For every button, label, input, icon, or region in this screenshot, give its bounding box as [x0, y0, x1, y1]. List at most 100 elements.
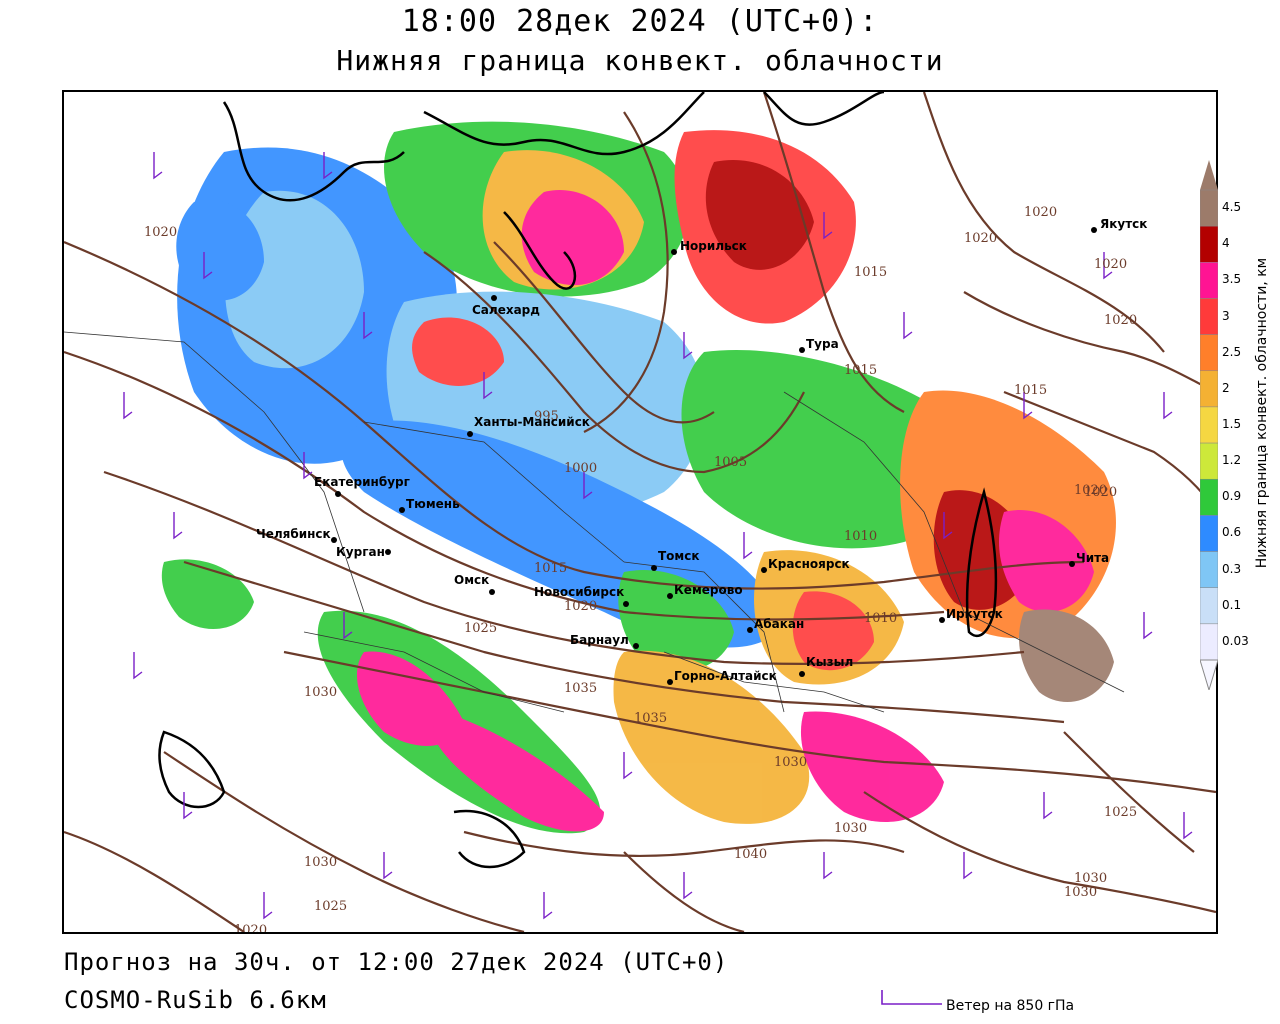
isobar-label: 1030 — [1064, 885, 1097, 900]
city-7: Челябинск — [256, 527, 337, 543]
legend-swatch — [1199, 298, 1219, 335]
wind-legend-label: Ветер на 850 гПа — [946, 998, 1075, 1014]
city-label: Горно-Алтайск — [674, 669, 777, 683]
city-15: Абакан — [747, 617, 804, 633]
city-dot — [799, 347, 805, 353]
legend-swatch — [1199, 370, 1219, 408]
city-18: Иркутск — [939, 607, 1003, 623]
isobar-label: 1015 — [854, 265, 887, 280]
city-label: Красноярск — [768, 557, 850, 571]
legend-swatch — [1199, 623, 1219, 661]
legend-tick: 1.2 — [1222, 453, 1242, 468]
legend-swatch — [1199, 225, 1219, 263]
isobar-label: 1030 — [774, 755, 807, 770]
legend-title: Нижняя граница конвект. облачности, км — [1252, 160, 1272, 690]
city-17: Горно-Алтайск — [667, 669, 777, 685]
city-19: Чита — [1069, 551, 1109, 567]
city-dot — [1091, 227, 1097, 233]
isobar-label: 1035 — [564, 681, 597, 696]
city-6: Тюмень — [399, 497, 460, 513]
title-parameter: Нижняя граница конвект. облачности — [336, 44, 944, 77]
isobar-label: 1025 — [464, 621, 497, 636]
legend-swatch — [1199, 334, 1219, 372]
legend-swatch — [1199, 515, 1219, 552]
isobar-label: 1025 — [314, 899, 347, 914]
isobar-label: 1000 — [564, 461, 597, 476]
city-dot — [799, 671, 805, 677]
legend-tick: 0.03 — [1222, 633, 1249, 648]
legend-tick: 1.5 — [1222, 417, 1242, 431]
legend-tick: 0.3 — [1222, 561, 1242, 576]
cloud-field — [161, 121, 1116, 834]
wind-legend: Ветер на 850 гПа — [880, 988, 1140, 1018]
city-dot — [651, 565, 657, 571]
legend-title-text: Нижняя граница конвект. облачности, км — [1254, 257, 1270, 569]
legend-tick: 4 — [1222, 236, 1230, 251]
isobar-label: 1015 — [844, 363, 877, 378]
isobar-label: 1015 — [1014, 383, 1047, 398]
city-dot — [467, 431, 473, 437]
city-dot — [667, 679, 673, 685]
legend-tick: 4.5 — [1222, 200, 1242, 215]
city-dot — [623, 601, 629, 607]
city-label: Кызыл — [806, 655, 853, 669]
city-label: Кемерово — [674, 583, 743, 597]
city-label: Салехард — [472, 303, 540, 317]
city-label: Челябинск — [256, 527, 331, 541]
city-label: Якутск — [1100, 217, 1147, 231]
legend-swatch — [1199, 551, 1219, 588]
isobar-label: 1020 — [1074, 483, 1107, 498]
city-dot — [331, 537, 337, 543]
city-label: Томск — [658, 549, 700, 563]
city-dot — [761, 567, 767, 573]
isobar-label: 1020 — [1104, 313, 1137, 328]
city-dot — [747, 627, 753, 633]
city-0: Якутск — [1091, 217, 1147, 233]
city-dot — [489, 589, 495, 595]
forecast-info: Прогноз на 30ч. от 12:00 27дек 2024 (UTC… — [64, 948, 729, 976]
legend-tick: 2 — [1222, 380, 1230, 395]
city-markers: Якутск Норильск Салехард Тура Ханты-Мансийск… — [256, 217, 1147, 685]
isobar-label: 1020 — [234, 923, 267, 932]
city-label: Иркутск — [946, 607, 1003, 621]
legend-tick-labels: 4.5 4 3.5 3 2.5 2 1.5 1.2 0.9 0.6 0.3 0.1 0.03 — [1222, 160, 1252, 690]
city-label: Норильск — [680, 239, 747, 253]
city-dot — [633, 643, 639, 649]
wind-barb-icon — [881, 990, 942, 1005]
city-14: Барнаул — [570, 633, 639, 649]
isobar-label: 1005 — [714, 455, 747, 470]
city-2: Салехард — [472, 295, 540, 317]
legend-tick: 2.5 — [1222, 344, 1242, 359]
isobar-label: 1020 — [1094, 257, 1127, 272]
isobar-labels: 1020102010201020102010201015101510159951… — [144, 205, 1137, 932]
isobar-label: 1035 — [634, 711, 667, 726]
city-label: Тюмень — [406, 497, 460, 511]
city-13: Красноярск — [761, 557, 850, 573]
city-10: Новосибирск — [534, 585, 629, 607]
isobar-label: 1010 — [864, 611, 897, 626]
isobar-label: 1030 — [834, 821, 867, 836]
legend-top-arrow — [1200, 160, 1218, 190]
city-label: Новосибирск — [534, 585, 624, 599]
legend-swatch — [1199, 406, 1219, 444]
city-dot — [939, 617, 945, 623]
title-time: 18:00 28дек 2024 (UTC+0): — [401, 4, 879, 39]
legend-tick: 0.1 — [1222, 597, 1242, 612]
isobar-label: 1010 — [844, 529, 877, 544]
city-label: Ханты-Мансийск — [474, 415, 590, 429]
isobar-label: 1015 — [534, 561, 567, 576]
isobar-label: 1030 — [304, 685, 337, 700]
city-dot — [335, 491, 341, 497]
legend-tick: 3 — [1222, 308, 1230, 323]
city-16: Кызыл — [799, 655, 853, 677]
city-12: Кемерово — [667, 583, 743, 599]
wind-barbs — [123, 152, 1193, 920]
regional-borders — [64, 331, 1125, 713]
city-9: Омск — [454, 573, 495, 595]
forecast-map: 1020 1020 1020 1020 1020 1020 1015 1015 1015 995 1… — [62, 90, 1218, 934]
legend-tick: 0.6 — [1222, 525, 1242, 540]
legend-swatch — [1199, 262, 1219, 299]
city-label: Барнаул — [570, 633, 629, 647]
city-label: Екатеринбург — [314, 475, 410, 489]
city-11: Томск — [651, 549, 700, 571]
